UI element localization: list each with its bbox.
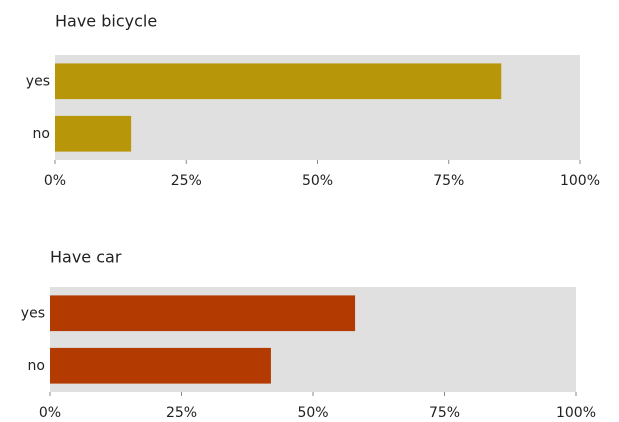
bar xyxy=(50,295,356,332)
x-tick-label: 25% xyxy=(166,405,197,421)
x-tick-label: 0% xyxy=(44,173,66,189)
bar xyxy=(50,347,271,384)
x-tick-label: 0% xyxy=(39,405,61,421)
x-tick-label: 75% xyxy=(429,405,460,421)
y-tick-label: no xyxy=(33,126,50,142)
chart-title: Have car xyxy=(50,248,122,267)
x-tick-label: 50% xyxy=(302,173,333,189)
x-tick-label: 50% xyxy=(297,405,328,421)
chart-title: Have bicycle xyxy=(55,12,157,31)
x-tick-label: 100% xyxy=(560,173,600,189)
y-tick-label: yes xyxy=(26,73,50,89)
x-tick-label: 100% xyxy=(556,405,596,421)
y-tick-label: yes xyxy=(21,305,45,321)
bar xyxy=(55,63,502,100)
y-tick-label: no xyxy=(28,358,45,374)
x-tick-label: 25% xyxy=(171,173,202,189)
x-tick-label: 75% xyxy=(433,173,464,189)
bar xyxy=(55,115,132,152)
